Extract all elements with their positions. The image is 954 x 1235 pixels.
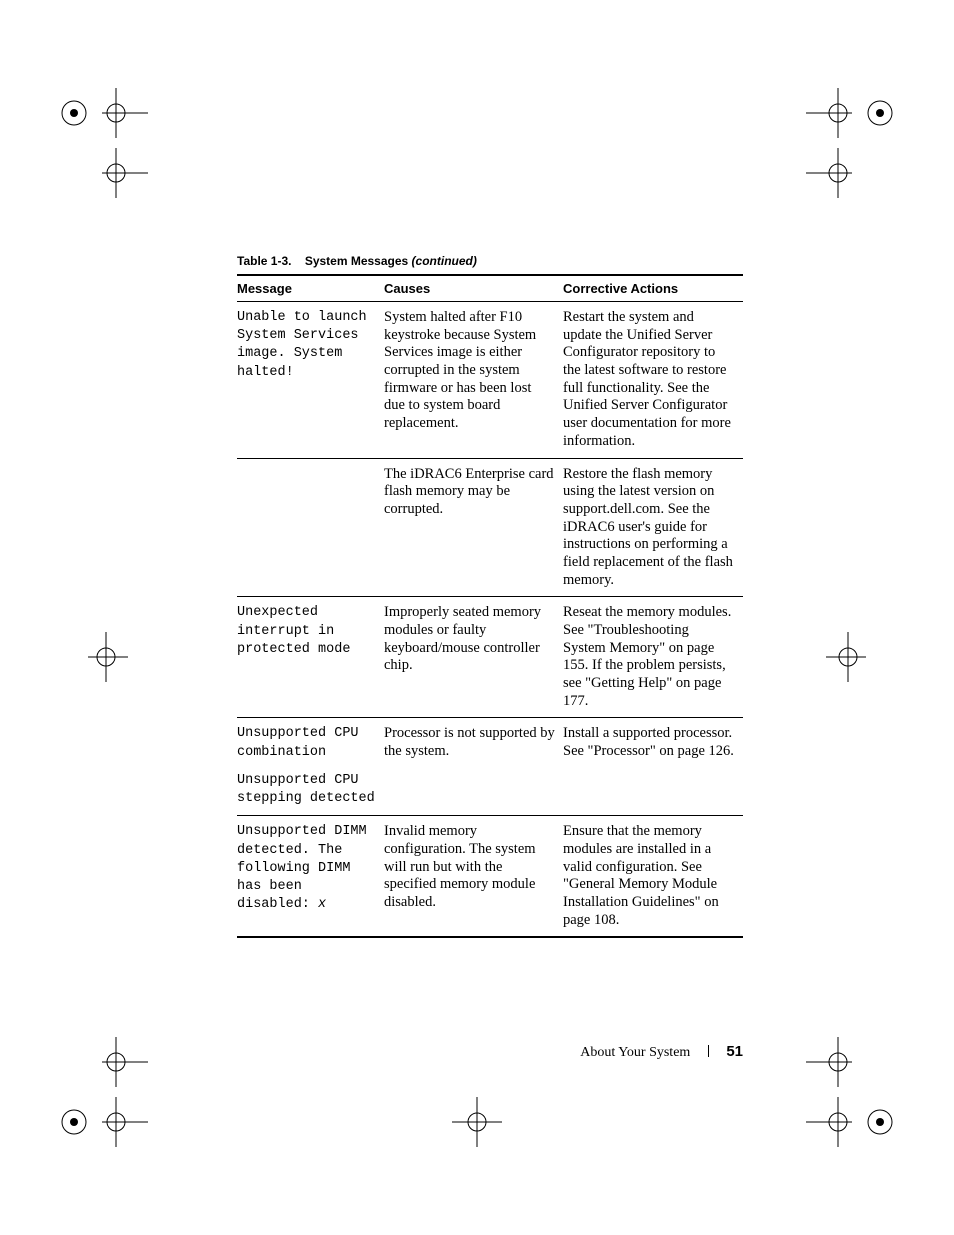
system-messages-table: Message Causes Corrective Actions Unable… bbox=[237, 274, 743, 938]
col-actions: Corrective Actions bbox=[563, 275, 743, 302]
table-caption: Table 1-3. System Messages (continued) bbox=[237, 254, 743, 268]
crop-mark-icon bbox=[806, 88, 896, 138]
action-text: Restore the flash memory using the lates… bbox=[563, 458, 743, 597]
crop-mark-icon bbox=[806, 1097, 896, 1147]
message-text: Unable to launch System Services image. … bbox=[237, 309, 376, 382]
crop-mark-icon bbox=[58, 148, 148, 198]
action-text: Reseat the memory modules. See "Troubles… bbox=[563, 597, 743, 718]
footer-section: About Your System bbox=[580, 1045, 690, 1060]
crop-mark-icon bbox=[58, 88, 148, 138]
message-prefix: Unsupported DIMM detected. The following… bbox=[237, 824, 367, 912]
action-text: Restart the system and update the Unifie… bbox=[563, 302, 743, 459]
crop-mark-icon bbox=[826, 632, 896, 682]
cause-text: Processor is not supported by the system… bbox=[384, 718, 563, 816]
table-continued: (continued) bbox=[412, 254, 477, 268]
table-number: Table 1-3. bbox=[237, 254, 291, 268]
cause-text: The iDRAC6 Enterprise card flash memory … bbox=[384, 458, 563, 597]
crop-mark-icon bbox=[58, 1037, 148, 1087]
crop-mark-icon bbox=[806, 1037, 896, 1087]
cause-text: System halted after F10 keystroke becaus… bbox=[384, 302, 563, 459]
crop-mark-icon bbox=[452, 1097, 502, 1147]
table-row: Unsupported CPU combination Unsupported … bbox=[237, 718, 743, 816]
crop-mark-icon bbox=[58, 632, 128, 682]
footer-page: 51 bbox=[726, 1043, 743, 1060]
cause-text: Improperly seated memory modules or faul… bbox=[384, 597, 563, 718]
table-title-text: System Messages bbox=[305, 254, 412, 268]
table-title: System Messages (continued) bbox=[305, 254, 477, 268]
table-row: Unexpected interrupt in protected mode I… bbox=[237, 597, 743, 718]
footer-divider bbox=[708, 1045, 709, 1057]
table-row: The iDRAC6 Enterprise card flash memory … bbox=[237, 458, 743, 597]
table-header-row: Message Causes Corrective Actions bbox=[237, 275, 743, 302]
message-var: x bbox=[318, 897, 326, 912]
cause-text: Invalid memory configuration. The system… bbox=[384, 816, 563, 938]
table-row: Unsupported DIMM detected. The following… bbox=[237, 816, 743, 938]
message-text: Unsupported CPU combination bbox=[237, 725, 376, 761]
message-text: Unsupported DIMM detected. The following… bbox=[237, 823, 376, 914]
message-text: Unsupported CPU stepping detected bbox=[237, 772, 376, 808]
crop-mark-icon bbox=[806, 148, 896, 198]
col-message: Message bbox=[237, 275, 384, 302]
page-footer: About Your System 51 bbox=[237, 1043, 743, 1061]
action-text: Ensure that the memory modules are insta… bbox=[563, 816, 743, 938]
action-text: Install a supported processor. See "Proc… bbox=[563, 718, 743, 816]
message-text: Unexpected interrupt in protected mode bbox=[237, 604, 376, 659]
crop-mark-icon bbox=[58, 1097, 148, 1147]
page-content: Table 1-3. System Messages (continued) M… bbox=[237, 254, 743, 938]
table-row: Unable to launch System Services image. … bbox=[237, 302, 743, 459]
col-causes: Causes bbox=[384, 275, 563, 302]
